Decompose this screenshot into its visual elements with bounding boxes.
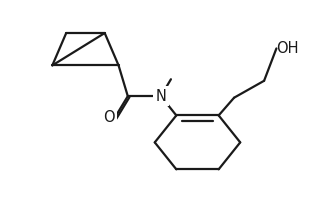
Text: O: O	[104, 110, 115, 125]
Text: OH: OH	[276, 41, 299, 56]
Text: N: N	[156, 89, 166, 104]
